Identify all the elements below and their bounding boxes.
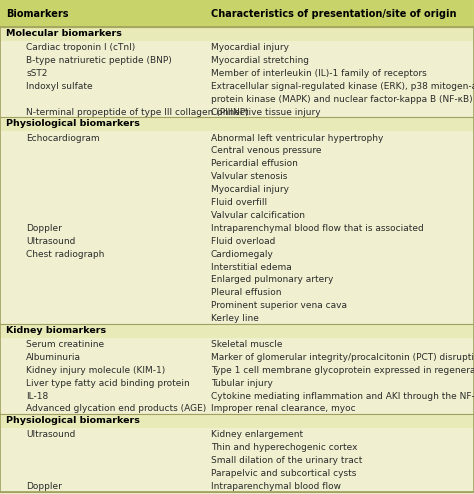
- Text: Kidney injury molecule (KIM-1): Kidney injury molecule (KIM-1): [26, 366, 165, 375]
- Text: Member of interleukin (IL)-1 family of receptors: Member of interleukin (IL)-1 family of r…: [211, 69, 427, 78]
- Text: Molecular biomarkers: Molecular biomarkers: [6, 29, 121, 38]
- Text: Marker of glomerular integrity/procalcitonin (PCT) disruption: Marker of glomerular integrity/procalcit…: [211, 353, 474, 362]
- Bar: [0, 324, 474, 337]
- Text: Echocardiogram: Echocardiogram: [26, 133, 100, 143]
- Text: Type 1 cell membrane glycoprotein expressed in regenerating PCT epithelium: Type 1 cell membrane glycoprotein expres…: [211, 366, 474, 375]
- Text: Serum creatinine: Serum creatinine: [26, 340, 104, 349]
- Text: Central venous pressure: Central venous pressure: [211, 147, 321, 156]
- Text: Kidney biomarkers: Kidney biomarkers: [6, 326, 106, 335]
- Text: N-terminal propeptide of type III collagen (PIIINP): N-terminal propeptide of type III collag…: [26, 108, 249, 117]
- Text: Liver type fatty acid binding protein: Liver type fatty acid binding protein: [26, 379, 190, 388]
- Text: Improper renal clearance, myoc: Improper renal clearance, myoc: [211, 405, 356, 413]
- Text: sST2: sST2: [26, 69, 47, 78]
- Text: Pleural effusion: Pleural effusion: [211, 288, 282, 297]
- Text: Connective tissue injury: Connective tissue injury: [211, 108, 320, 117]
- Text: Abnormal left ventricular hypertrophy: Abnormal left ventricular hypertrophy: [211, 133, 383, 143]
- Text: Small dilation of the urinary tract: Small dilation of the urinary tract: [211, 456, 362, 465]
- Text: Biomarkers: Biomarkers: [6, 8, 68, 19]
- Text: Fluid overload: Fluid overload: [211, 237, 275, 246]
- Text: Characteristics of presentation/site of origin: Characteristics of presentation/site of …: [211, 8, 456, 19]
- Text: Intraparenchymal blood flow: Intraparenchymal blood flow: [211, 482, 341, 491]
- Text: Cardiomegaly: Cardiomegaly: [211, 249, 274, 259]
- Text: Physiological biomarkers: Physiological biomarkers: [6, 416, 139, 425]
- Text: Indoxyl sulfate: Indoxyl sulfate: [26, 82, 93, 91]
- Bar: [0, 0, 474, 27]
- Text: Thin and hyperechogenic cortex: Thin and hyperechogenic cortex: [211, 443, 357, 452]
- Text: Myocardial stretching: Myocardial stretching: [211, 56, 309, 65]
- Text: Tubular injury: Tubular injury: [211, 379, 273, 388]
- Text: Kerley line: Kerley line: [211, 314, 259, 323]
- Text: Advanced glycation end products (AGE): Advanced glycation end products (AGE): [26, 405, 206, 413]
- Text: Ultrasound: Ultrasound: [26, 430, 75, 439]
- Text: Extracellular signal-regulated kinase (ERK), p38 mitogen-activated: Extracellular signal-regulated kinase (E…: [211, 82, 474, 91]
- Text: Parapelvic and subcortical cysts: Parapelvic and subcortical cysts: [211, 469, 356, 478]
- Text: Enlarged pulmonary artery: Enlarged pulmonary artery: [211, 276, 333, 285]
- Text: Pericardial effusion: Pericardial effusion: [211, 160, 298, 168]
- Bar: [0, 118, 474, 130]
- Text: Myocardial injury: Myocardial injury: [211, 43, 289, 52]
- Text: Prominent superior vena cava: Prominent superior vena cava: [211, 301, 347, 310]
- Text: Cardiac troponin I (cTnI): Cardiac troponin I (cTnI): [26, 43, 135, 52]
- Text: protein kinase (MAPK) and nuclear factor-kappa B (NF-κB): protein kinase (MAPK) and nuclear factor…: [211, 95, 473, 104]
- Text: Fluid overfill: Fluid overfill: [211, 198, 267, 207]
- Bar: [0, 414, 474, 427]
- Text: Ultrasound: Ultrasound: [26, 237, 75, 246]
- Text: Cytokine mediating inflammation and AKI through the NF-κB pathway: Cytokine mediating inflammation and AKI …: [211, 392, 474, 401]
- Text: Doppler: Doppler: [26, 482, 62, 491]
- Bar: [0, 27, 474, 40]
- Text: Physiological biomarkers: Physiological biomarkers: [6, 120, 139, 128]
- Text: Albuminuria: Albuminuria: [26, 353, 81, 362]
- Text: Kidney enlargement: Kidney enlargement: [211, 430, 303, 439]
- Text: Doppler: Doppler: [26, 224, 62, 233]
- Text: Valvular calcification: Valvular calcification: [211, 211, 305, 220]
- Text: IL-18: IL-18: [26, 392, 48, 401]
- Text: Skeletal muscle: Skeletal muscle: [211, 340, 283, 349]
- Text: B-type natriuretic peptide (BNP): B-type natriuretic peptide (BNP): [26, 56, 172, 65]
- Text: Interstitial edema: Interstitial edema: [211, 263, 292, 272]
- Text: Intraparenchymal blood flow that is associated: Intraparenchymal blood flow that is asso…: [211, 224, 424, 233]
- Text: Myocardial injury: Myocardial injury: [211, 185, 289, 194]
- Text: Chest radiograph: Chest radiograph: [26, 249, 104, 259]
- Text: Valvular stenosis: Valvular stenosis: [211, 172, 287, 181]
